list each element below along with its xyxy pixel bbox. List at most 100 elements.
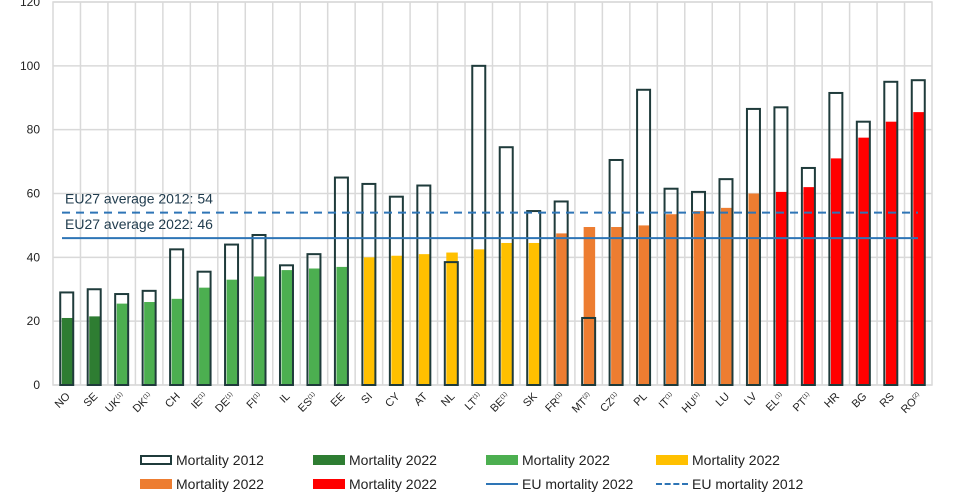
bar-2012-outline	[443, 261, 459, 386]
legend-swatch-green	[486, 455, 518, 465]
bar-2012-outline	[388, 195, 404, 386]
bar-2022	[254, 276, 266, 385]
bar-2022	[803, 187, 815, 385]
y-axis-ticks: 0 20 40 60 80 100 120	[20, 0, 40, 392]
x-tick-footnote: (1)	[609, 391, 618, 400]
bar-2012-outline	[416, 184, 432, 386]
x-tick-label: HR	[822, 391, 842, 411]
bar-2022	[171, 298, 184, 385]
bar-2012-outline	[224, 243, 240, 386]
x-tick-label: ES(1)	[296, 391, 320, 415]
bar-2022	[226, 279, 239, 385]
legend-item-eu-mortality-2012: EU mortality 2012	[656, 476, 829, 492]
bar-2022	[775, 191, 788, 385]
x-tick-label: SI	[359, 391, 375, 407]
x-axis-ticks: NO SE UK(1) DK(1) CH IE(1) DE(1) FI(1) IL ES(1) EE…	[53, 390, 925, 416]
x-tick-label: RO(2)	[899, 391, 924, 416]
bar-2012-outline	[251, 233, 267, 386]
bar-2012-outline	[86, 288, 102, 386]
legend-label: Mortality 2012	[176, 452, 264, 468]
x-tick-label: NL	[439, 391, 457, 409]
x-tick-label: IE(1)	[189, 391, 210, 412]
bar-2022	[89, 316, 101, 385]
bar-2012-outline	[169, 248, 185, 386]
legend-item-mortality-2022-orange: Mortality 2022	[140, 476, 313, 492]
bar-2012-outline	[800, 166, 816, 386]
bar-2022	[391, 255, 403, 385]
legend-swatch-outline	[140, 455, 172, 465]
bar-2012-outline	[553, 200, 569, 386]
x-tick-label: BG	[850, 391, 870, 411]
bar-2022	[611, 227, 623, 385]
x-tick-footnote: (1)	[225, 391, 234, 400]
bar-2022	[858, 137, 870, 385]
legend-swatch-orange	[140, 479, 172, 489]
x-tick-label: LT(1)	[463, 391, 485, 413]
legend-item-mortality-2012: Mortality 2012	[140, 452, 313, 468]
legend-swatch-dashed-line	[656, 483, 688, 485]
bar-2022	[308, 268, 321, 385]
reference-lines: EU27 average 2022: 46 EU27 average 2012: …	[62, 191, 918, 240]
x-tick-label: PL	[632, 391, 650, 409]
x-tick-label: IT(1)	[657, 391, 678, 412]
legend-label: EU mortality 2022	[522, 476, 634, 492]
x-tick-label: DK(1)	[131, 391, 155, 415]
bar-2022	[144, 302, 156, 385]
bar-2022	[748, 193, 760, 385]
bar-2012-outline	[855, 120, 871, 386]
x-tick-label: FI(1)	[245, 391, 266, 412]
bar-2012-outline	[498, 146, 514, 386]
x-tick-footnote: (1)	[115, 391, 124, 400]
y-tick-label: 80	[27, 123, 41, 137]
bar-2012-outline	[114, 293, 130, 387]
bar-2022	[830, 158, 843, 385]
x-tick-footnote: (1)	[692, 391, 701, 400]
y-tick-label: 0	[33, 378, 40, 392]
bar-2022	[116, 303, 129, 385]
legend-swatch-red	[313, 479, 345, 489]
bar-2022	[418, 254, 431, 385]
x-tick-footnote: (1)	[664, 391, 673, 400]
legend-row-2: Mortality 2022 Mortality 2022 EU mortali…	[140, 472, 840, 496]
x-tick-footnote: (1)	[307, 391, 316, 400]
x-tick-label: LV	[742, 390, 760, 408]
bar-2022	[446, 252, 458, 385]
legend-item-mortality-2022-green: Mortality 2022	[486, 452, 656, 468]
bar-2022	[666, 214, 678, 385]
bar-2022	[281, 270, 293, 385]
y-tick-label: 120	[20, 0, 40, 9]
bar-2012-outline	[526, 210, 542, 386]
eu-average-2012-label: EU27 average 2012: 54	[65, 191, 213, 207]
x-tick-label: MT(2)	[570, 391, 595, 416]
legend-item-mortality-2022-red: Mortality 2022	[313, 476, 486, 492]
bar-2022	[693, 211, 706, 385]
legend-swatch-solid-line	[486, 483, 518, 485]
bar-2012-outline	[773, 106, 789, 386]
bar-2012-outline	[196, 270, 212, 386]
x-tick-label: EE	[329, 391, 348, 410]
legend: Mortality 2012 Mortality 2022 Mortality …	[140, 448, 840, 496]
x-tick-label: CZ(1)	[598, 391, 622, 415]
x-tick-label: HU(1)	[680, 391, 705, 416]
bar-2022	[913, 112, 925, 386]
bars	[59, 64, 926, 387]
bar-2022	[363, 257, 376, 385]
x-tick-label: UK(1)	[103, 391, 127, 415]
y-tick-label: 100	[20, 59, 40, 73]
x-tick-footnote: (1)	[802, 391, 811, 400]
eu-average-2022-label: EU27 average 2022: 46	[65, 216, 213, 232]
bar-2022	[199, 287, 211, 385]
bar-2012-outline	[581, 316, 597, 387]
bar-2012-outline	[141, 289, 157, 386]
x-tick-label: SK	[521, 390, 540, 409]
x-tick-label: EL(1)	[764, 391, 787, 414]
x-tick-label: CH	[163, 391, 183, 411]
x-tick-footnote: (1)	[472, 391, 481, 400]
x-tick-footnote: (1)	[197, 391, 206, 400]
bar-2012-outline	[471, 64, 487, 386]
bar-2022	[528, 242, 541, 385]
x-tick-label: DE(1)	[213, 391, 237, 415]
y-tick-label: 20	[27, 314, 41, 328]
x-tick-label: AT	[412, 390, 430, 408]
bar-2012-outline	[361, 182, 377, 386]
